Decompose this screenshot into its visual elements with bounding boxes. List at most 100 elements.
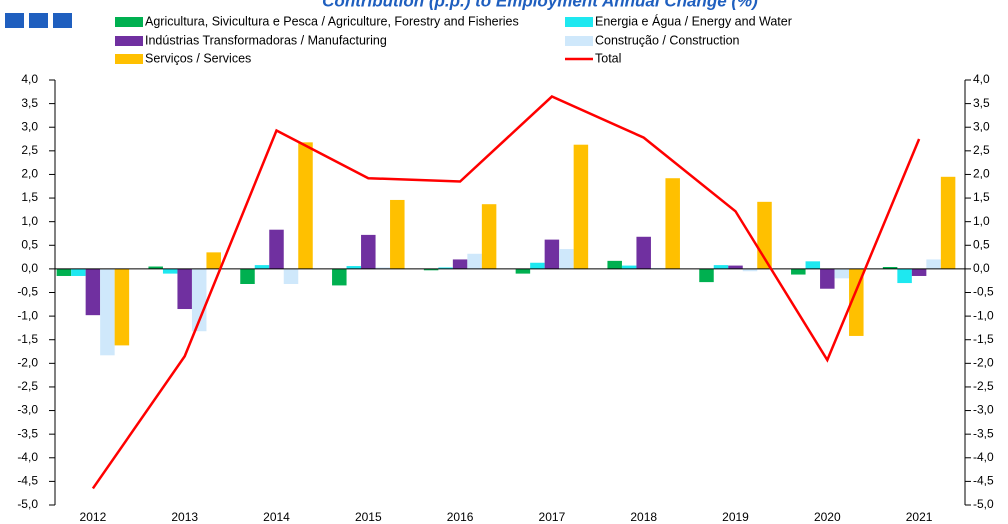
x-tick-label: 2018 (630, 510, 657, 524)
bar (621, 265, 637, 269)
y2-tick-label: -4,0 (973, 450, 994, 464)
bar (713, 265, 729, 269)
y2-tick-label: 2,5 (973, 143, 990, 157)
legend-label: Indústrias Transformadoras / Manufacturi… (145, 33, 387, 47)
x-tick-label: 2017 (539, 510, 566, 524)
y-tick-label: 3,0 (21, 119, 38, 133)
bar (71, 268, 86, 276)
y-tick-label: 3,5 (21, 96, 38, 110)
y2-tick-label: 4,0 (973, 72, 990, 86)
bar (254, 265, 270, 269)
y-tick-label: -1,5 (17, 332, 38, 346)
bar (162, 268, 178, 274)
bar (530, 262, 545, 269)
legend-label: Construção / Construction (595, 33, 740, 47)
y-tick-label: -4,5 (17, 474, 38, 488)
y-tick-label: -1,0 (17, 308, 38, 322)
y2-tick-label: -2,0 (973, 356, 994, 370)
bar (940, 176, 956, 269)
bar (240, 268, 255, 284)
y2-tick-label: -3,0 (973, 403, 994, 417)
bar (849, 268, 864, 336)
x-tick-label: 2019 (722, 510, 749, 524)
legend-swatch (115, 54, 143, 64)
bar (191, 268, 207, 332)
y-tick-label: -3,0 (17, 403, 38, 417)
bar (298, 142, 313, 269)
bar (206, 252, 221, 269)
bar (636, 236, 651, 269)
bar (467, 253, 482, 269)
x-tick-label: 2016 (447, 510, 474, 524)
bar (791, 268, 806, 275)
x-tick-label: 2021 (906, 510, 933, 524)
bar (911, 268, 927, 276)
bar (283, 268, 299, 284)
bar (361, 234, 376, 269)
y-tick-label: 1,0 (21, 214, 38, 228)
y2-tick-label: -1,0 (973, 308, 994, 322)
y2-tick-label: 0,5 (973, 237, 990, 251)
bar (100, 268, 115, 356)
y2-tick-label: 3,0 (973, 119, 990, 133)
bar (481, 204, 497, 269)
y2-tick-label: 1,0 (973, 214, 990, 228)
y2-tick-label: -1,5 (973, 332, 994, 346)
bar (390, 199, 405, 269)
x-tick-label: 2013 (171, 510, 198, 524)
legend-swatch (565, 36, 593, 46)
bar (332, 268, 347, 286)
bar (665, 178, 680, 269)
y-tick-label: 4,0 (21, 72, 38, 86)
y2-tick-label: -3,5 (973, 426, 994, 440)
bar (346, 266, 362, 269)
logo (5, 13, 72, 28)
bar (85, 268, 101, 316)
y-tick-label: -5,0 (17, 497, 38, 511)
bar (882, 267, 898, 269)
y2-tick-label: 1,5 (973, 190, 990, 204)
bar (438, 267, 453, 269)
bar (452, 259, 468, 269)
bar (834, 268, 850, 279)
y-tick-label: 2,5 (21, 143, 38, 157)
bar (56, 268, 72, 276)
bar (544, 239, 560, 269)
legend-swatch (565, 17, 593, 27)
bar (805, 261, 821, 269)
legend-label: Energia e Água / Energy and Water (595, 13, 792, 28)
bar (742, 268, 758, 272)
bar (728, 265, 743, 269)
bar (699, 268, 714, 283)
bar (114, 268, 130, 346)
y2-tick-label: -2,5 (973, 379, 994, 393)
y2-tick-label: -0,5 (973, 285, 994, 299)
bar (423, 268, 439, 271)
bar (573, 144, 589, 269)
line (91, 95, 921, 490)
y-tick-label: -2,5 (17, 379, 38, 393)
y-tick-label: 2,0 (21, 167, 38, 181)
legend-swatch (115, 17, 143, 27)
y-tick-label: 0,5 (21, 237, 38, 251)
y2-tick-label: 2,0 (973, 167, 990, 181)
bar (820, 268, 835, 289)
y-tick-label: -0,5 (17, 285, 38, 299)
legend-label: Agricultura, Sivicultura e Pesca / Agric… (145, 14, 519, 28)
bar (375, 267, 391, 269)
bar (897, 268, 912, 284)
y-tick-label: -2,0 (17, 356, 38, 370)
y2-tick-label: -4,5 (973, 474, 994, 488)
bar (269, 229, 284, 269)
x-tick-label: 2015 (355, 510, 382, 524)
bar (559, 249, 574, 269)
legend-label: Total (595, 51, 621, 65)
x-tick-label: 2014 (263, 510, 290, 524)
bar (148, 266, 163, 269)
y2-tick-label: 0,0 (973, 261, 990, 275)
bar (926, 259, 941, 269)
x-tick-label: 2012 (80, 510, 107, 524)
bar (607, 260, 622, 269)
y-tick-label: 1,5 (21, 190, 38, 204)
